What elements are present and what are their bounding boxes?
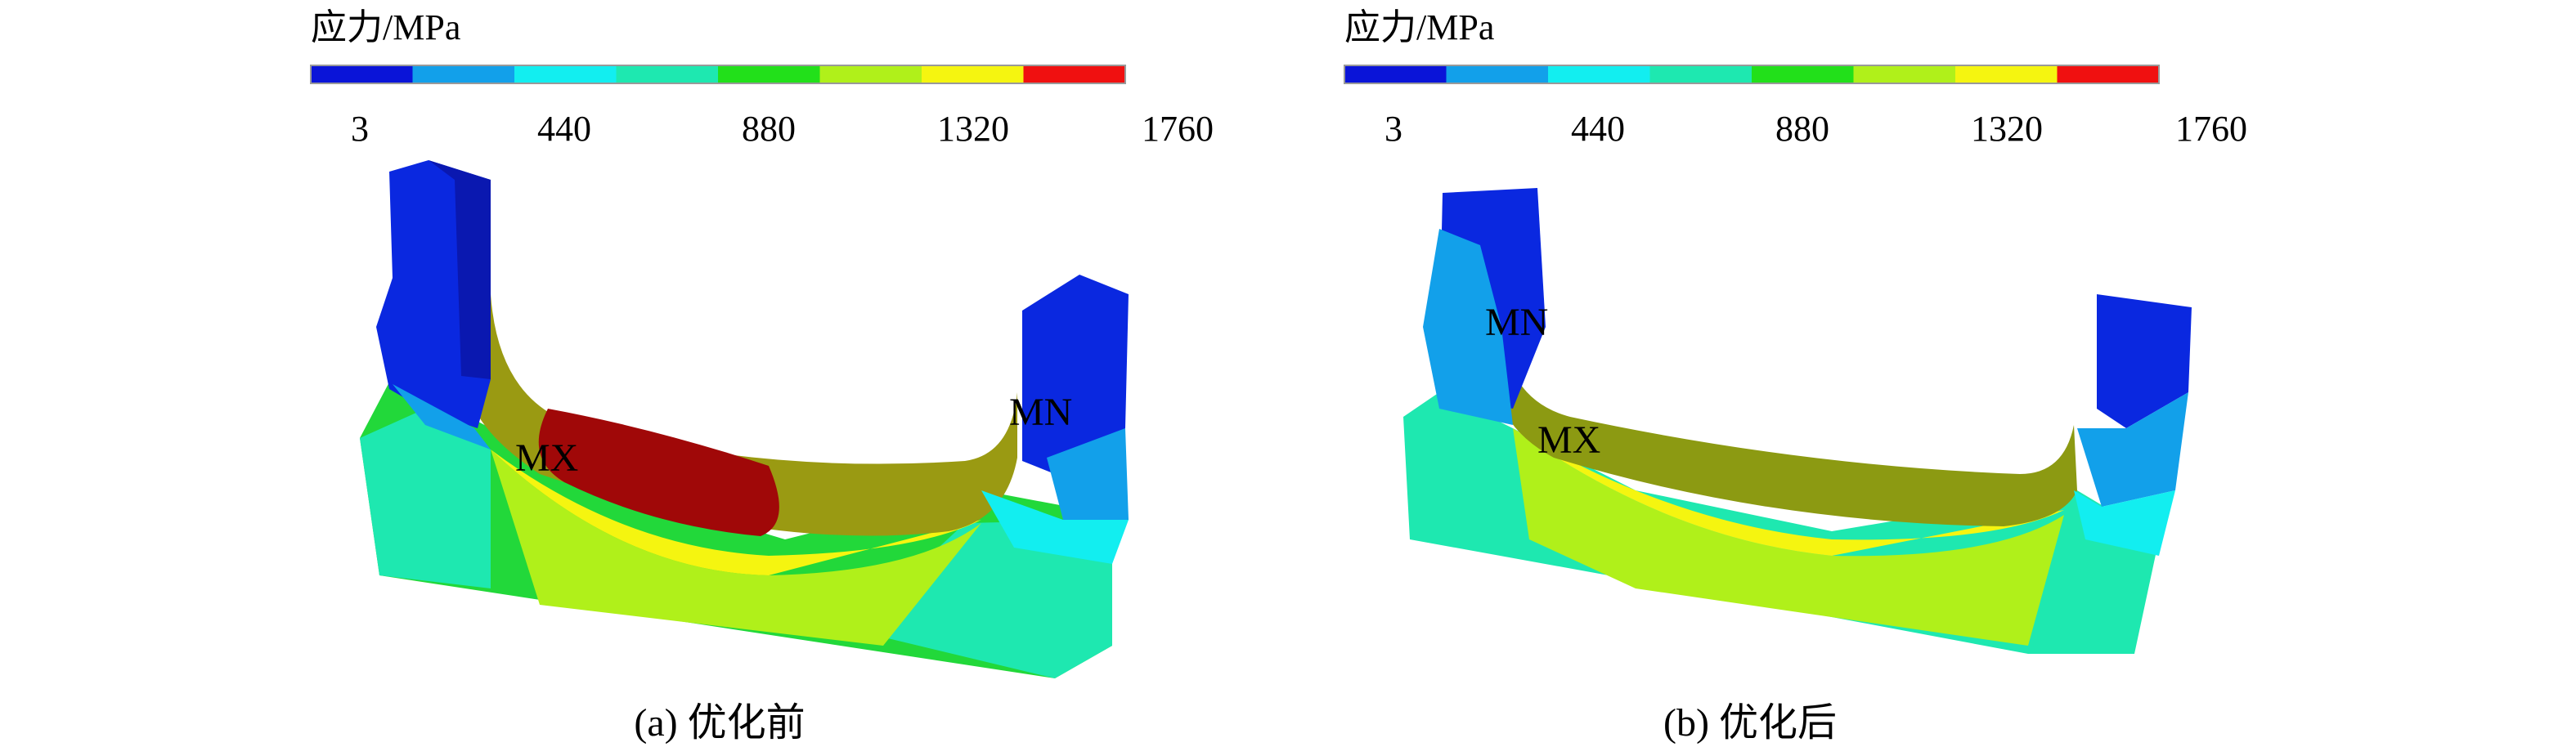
model-a (360, 160, 1129, 678)
colorbar-segment (514, 65, 617, 83)
colorbar-tick-label: 1760 (1142, 109, 1214, 149)
colorbar-segment (616, 65, 718, 83)
colorbar-tick-label: 1320 (937, 109, 1009, 149)
colorbar-tick-label: 440 (1571, 109, 1625, 149)
model-label: MN (1485, 301, 1548, 344)
model-b (1403, 188, 2192, 654)
legend-title: 应力/MPa (311, 7, 460, 47)
colorbar-segment (1344, 65, 1447, 83)
colorbar-segment (1649, 65, 1752, 83)
legend-title: 应力/MPa (1344, 7, 1494, 47)
colorbar-segment (819, 65, 922, 83)
model-label: MN (1009, 391, 1072, 434)
model-label: MX (515, 436, 578, 480)
colorbar-segment (1955, 65, 2058, 83)
colorbar-segment (1548, 65, 1650, 83)
colorbar-segment (2057, 65, 2159, 83)
colorbar-tick-label: 1760 (2175, 109, 2247, 149)
colorbar-segment (412, 65, 514, 83)
colorbar-segment (718, 65, 820, 83)
colorbar-tick-label: 1320 (1971, 109, 2043, 149)
colorbar-segment (922, 65, 1024, 83)
colorbar-segment (311, 65, 413, 83)
colorbar-frame (1344, 65, 2160, 84)
caption: (a) 优化前 (634, 701, 805, 745)
colorbar-tick-label: 3 (1384, 109, 1402, 149)
colorbar-tick-label: 880 (1775, 109, 1829, 149)
caption: (b) 优化后 (1663, 701, 1837, 745)
colorbar-tick-label: 880 (742, 109, 796, 149)
colorbar-segment (1752, 65, 1854, 83)
colorbar-frame (310, 65, 1126, 84)
colorbar-tick-label: 3 (351, 109, 369, 149)
colorbar-segment (1853, 65, 1955, 83)
colorbar-tick-label: 440 (537, 109, 591, 149)
colorbar-segment (1446, 65, 1548, 83)
colorbar-segment (1023, 65, 1125, 83)
model-label: MX (1537, 418, 1600, 462)
